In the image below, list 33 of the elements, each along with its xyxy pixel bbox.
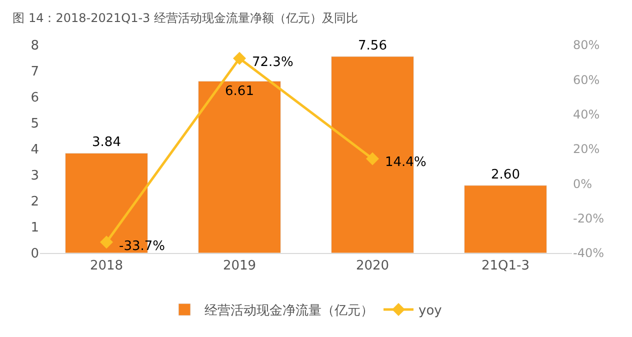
x-tick-label: 2018 xyxy=(90,258,124,274)
y-tick-label: 5 xyxy=(30,116,39,132)
y-tick-label: 8 xyxy=(30,38,39,54)
data-label: 72.3% xyxy=(252,55,294,70)
y2-tick-label: 60% xyxy=(573,72,600,87)
point xyxy=(233,52,246,65)
chart-title: 图 14：2018-2021Q1-3 经营活动现金流量净额（亿元）及同比 xyxy=(12,10,358,25)
bar xyxy=(198,80,281,253)
y2-tick-label: 0% xyxy=(573,176,592,191)
y2-tick-label: -40% xyxy=(573,246,604,260)
data-label: 7.56 xyxy=(358,38,387,54)
point xyxy=(100,236,113,249)
legend-label: yoy xyxy=(418,304,442,319)
y-tick-label: 3 xyxy=(30,168,39,184)
x-tick-label: 2019 xyxy=(222,258,256,274)
y2-tick-label: 40% xyxy=(573,108,600,122)
data-label: 2.60 xyxy=(491,167,520,182)
data-label: 6.61 xyxy=(225,84,254,100)
y2-tick-label: 80% xyxy=(573,38,600,52)
y-tick-label: 7 xyxy=(30,64,39,80)
x-tick-label: 2020 xyxy=(356,258,390,274)
data-label: 3.84 xyxy=(92,135,121,150)
x-tick-label: 21Q1-3 xyxy=(481,258,530,274)
y-tick-label: 6 xyxy=(30,90,39,106)
point xyxy=(366,152,379,166)
y-tick-label: 2 xyxy=(30,194,39,210)
bar xyxy=(464,185,547,253)
legend-label: 经营活动现金净流量（亿元） xyxy=(204,302,374,319)
y-tick-label: 1 xyxy=(30,220,39,236)
y2-tick-label: -20% xyxy=(573,212,604,226)
y2-tick-label: 20% xyxy=(573,142,600,156)
y-tick-label: 0 xyxy=(30,246,39,262)
y-tick-label: 4 xyxy=(30,142,39,158)
